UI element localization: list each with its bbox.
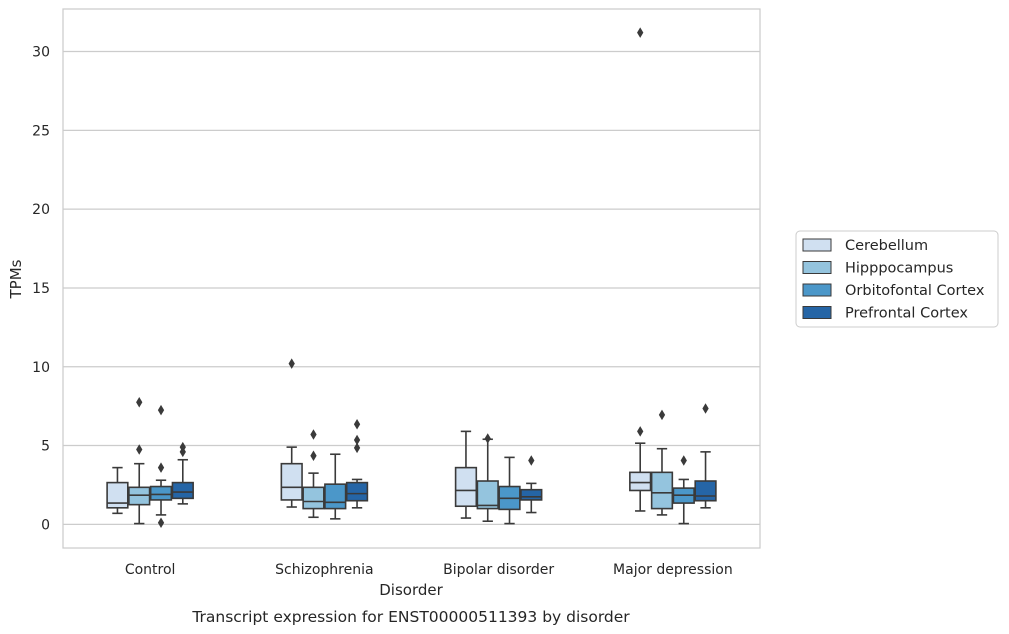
box [476, 433, 499, 523]
box [520, 455, 543, 514]
outlier-point [136, 396, 143, 408]
outlier-point [637, 27, 644, 38]
y-tick-label: 30 [32, 45, 50, 61]
box-series [106, 27, 717, 529]
series-group [106, 27, 652, 519]
y-axis-ticks: 0 5 10 15 20 25 30 [32, 45, 50, 534]
outlier-point [310, 429, 317, 440]
box [171, 441, 194, 505]
legend-swatch [802, 283, 832, 297]
box-body [149, 485, 173, 501]
box [302, 429, 325, 519]
outlier-point [353, 434, 361, 446]
box-body [345, 481, 369, 502]
y-axis-label: TPMs [7, 259, 25, 299]
box [106, 466, 129, 515]
legend-swatch [802, 238, 832, 252]
x-axis-label: Disorder [379, 581, 443, 599]
box [324, 453, 347, 520]
box-body [454, 466, 478, 508]
x-tick-label: Schizophrenia [275, 562, 373, 578]
box-body [694, 480, 717, 502]
y-tick-label: 15 [32, 281, 50, 297]
box [672, 455, 695, 525]
outlier-point [353, 442, 361, 454]
box-body [650, 471, 674, 510]
box [128, 396, 151, 525]
box [650, 409, 674, 516]
x-tick-label: Bipolar disorder [443, 562, 554, 578]
y-tick-label: 10 [32, 360, 50, 376]
legend-label: Orbitofontal Cortex [845, 283, 985, 299]
legend-label: Prefrontal Cortex [845, 306, 968, 322]
box-body [629, 471, 652, 492]
plot-area-frame [62, 8, 761, 549]
series-group [149, 404, 695, 529]
outlier-point [353, 419, 361, 430]
legend-label: Hipppocampus [845, 261, 953, 277]
outlier-point [484, 433, 491, 444]
box [694, 403, 717, 509]
legend-frame [795, 230, 999, 328]
outlier-point [179, 441, 186, 453]
outlier-point [136, 444, 143, 455]
outlier-point [680, 455, 687, 466]
box [454, 430, 478, 519]
outlier-point [528, 455, 535, 466]
box-body [520, 488, 543, 501]
outlier-point [288, 358, 295, 369]
chart-caption: Transcript expression for ENST0000051139… [191, 608, 630, 626]
outlier-point [702, 403, 709, 414]
outlier-point [658, 409, 666, 421]
box-body [324, 483, 347, 510]
series-group [171, 403, 717, 514]
outlier-point [637, 426, 644, 437]
box [149, 404, 173, 529]
box-body [476, 480, 499, 510]
y-tick-label: 0 [41, 517, 50, 533]
outlier-point [157, 462, 165, 473]
legend-swatch [802, 261, 832, 274]
box-body [302, 486, 325, 510]
outlier-point [157, 404, 165, 416]
outlier-point [310, 450, 317, 462]
x-tick-label: Control [125, 562, 176, 578]
box-body [280, 462, 303, 501]
gridlines [63, 50, 760, 525]
legend: Cerebellum Hipppocampus Orbitofontal Corte… [795, 230, 999, 328]
box [345, 419, 369, 509]
legend-swatch [802, 306, 832, 319]
y-tick-label: 25 [32, 123, 50, 139]
y-tick-label: 5 [41, 439, 50, 455]
series-group [128, 396, 674, 525]
box [629, 27, 652, 512]
outlier-point [157, 517, 165, 529]
box-body [171, 481, 194, 500]
box-body [106, 481, 129, 509]
box [280, 358, 303, 508]
x-tick-label: Major depression [613, 562, 733, 578]
y-tick-label: 20 [32, 202, 50, 218]
legend-label: Cerebellum [845, 238, 928, 254]
box [498, 456, 521, 525]
x-axis-ticks: Control Schizophrenia Bipolar disorder Majo… [125, 562, 733, 578]
